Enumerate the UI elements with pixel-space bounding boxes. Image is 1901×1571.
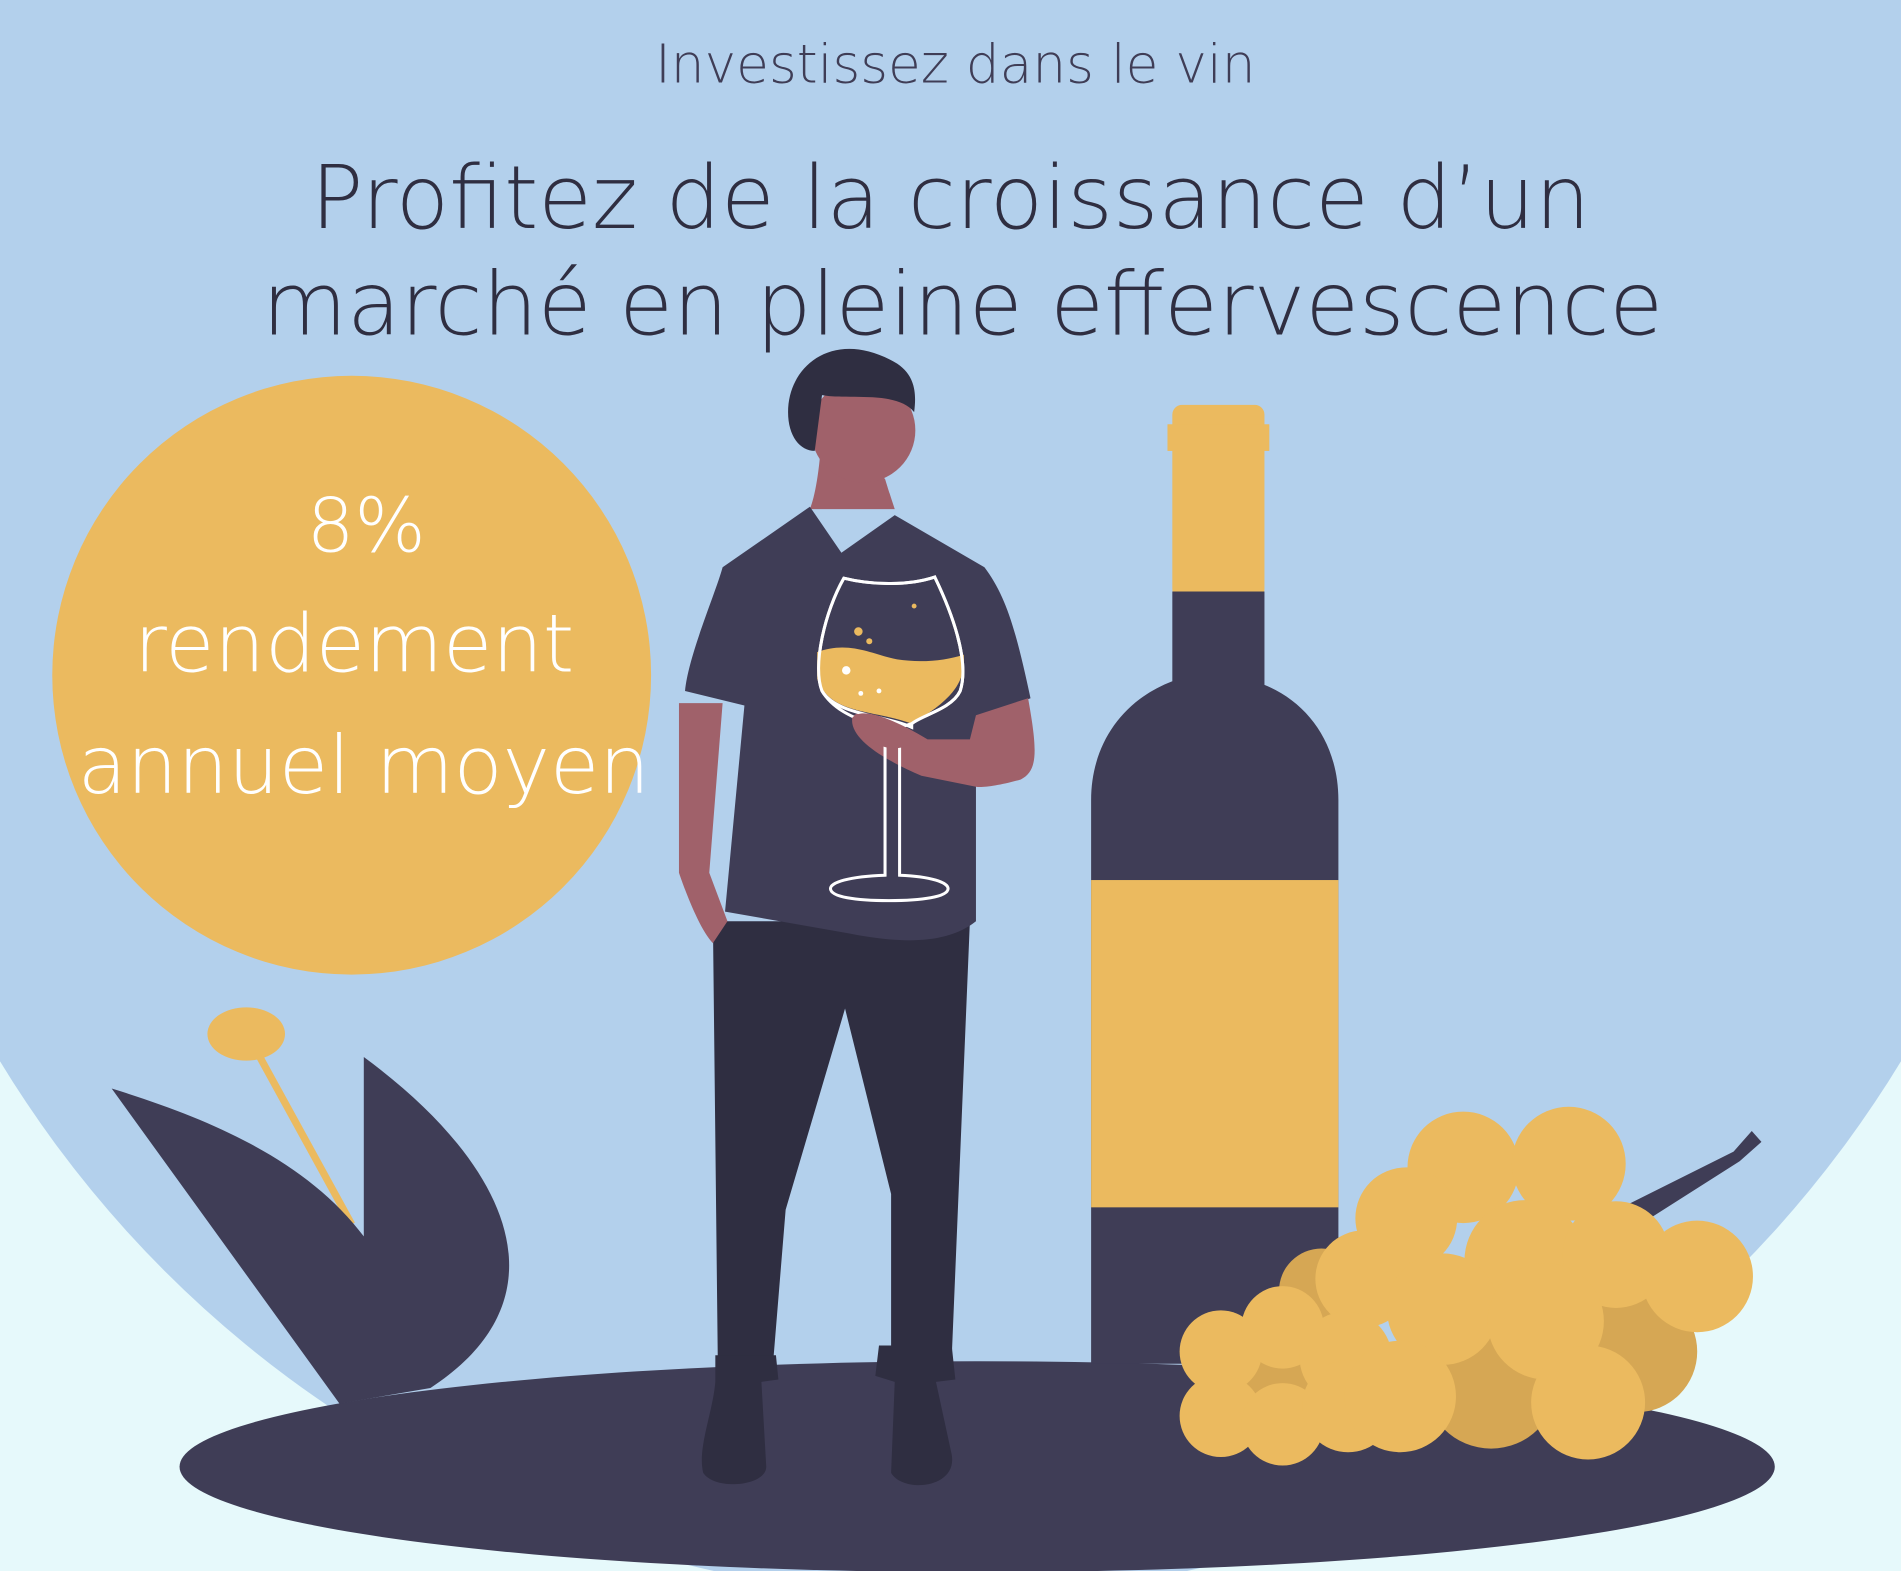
title-line-2: marché en pleine effervescence — [262, 254, 1663, 356]
kicker-text: Investissez dans le vin — [655, 32, 1256, 95]
title-line-1: Profitez de la croissance d’un — [311, 147, 1591, 249]
plant-illustration — [111, 1007, 510, 1404]
stat-label-line-2: annuel moyen — [78, 719, 650, 812]
wine-bottle-illustration — [1091, 404, 1339, 1364]
person-illustration — [678, 348, 1035, 1486]
stat-value: 8% — [307, 482, 426, 570]
wine-glass-icon — [817, 575, 965, 903]
stat-bubble: 8% rendement annuel moyen — [52, 375, 652, 975]
grapes-illustration — [1179, 1106, 1762, 1466]
stat-label-line-1: rendement — [134, 598, 574, 691]
